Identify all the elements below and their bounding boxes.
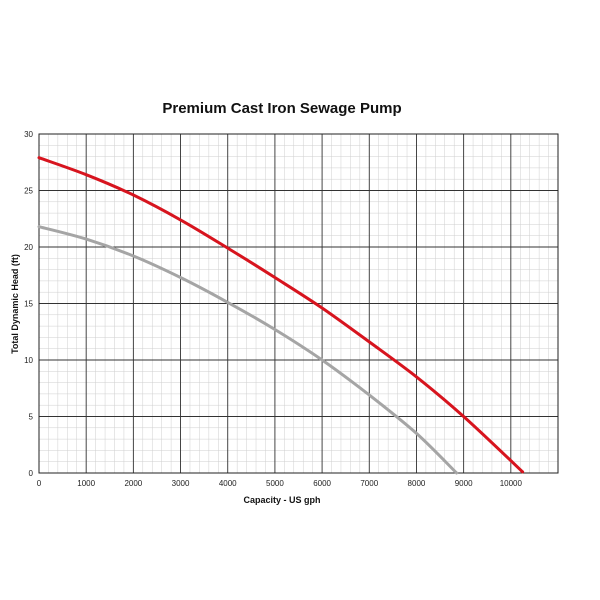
plot-frame (38, 133, 559, 474)
major-grid (38, 133, 558, 474)
x-tick-label: 8000 (408, 479, 426, 488)
x-tick-label: 5000 (266, 479, 284, 488)
y-tick-label: 5 (29, 413, 34, 422)
x-tick-label: 3000 (172, 479, 190, 488)
x-tick-label: 10000 (500, 479, 523, 488)
y-axis-ticks: 0 5 10 15 20 25 30 (24, 130, 33, 478)
y-axis-label: Total Dynamic Head (ft) (10, 254, 20, 354)
x-tick-label: 6000 (313, 479, 331, 488)
series-line-2 (37, 225, 459, 475)
y-tick-label: 0 (29, 469, 34, 478)
series-layer (37, 156, 525, 475)
x-tick-label: 1000 (77, 479, 95, 488)
chart-title: Premium Cast Iron Sewage Pump (162, 100, 401, 117)
y-tick-label: 20 (24, 243, 33, 252)
x-tick-label: 7000 (360, 479, 378, 488)
x-axis-label: Capacity - US gph (243, 495, 320, 505)
series-line-1 (37, 156, 525, 474)
y-tick-label: 30 (24, 130, 33, 139)
y-tick-label: 15 (24, 300, 33, 309)
x-tick-label: 0 (37, 479, 42, 488)
x-tick-label: 9000 (455, 479, 473, 488)
x-axis-ticks: 0 1000 2000 3000 4000 5000 6000 7000 8000 9000 100… (37, 479, 523, 488)
y-tick-label: 25 (24, 187, 33, 196)
x-tick-label: 2000 (124, 479, 142, 488)
x-tick-label: 4000 (219, 479, 237, 488)
y-tick-label: 10 (24, 356, 33, 365)
